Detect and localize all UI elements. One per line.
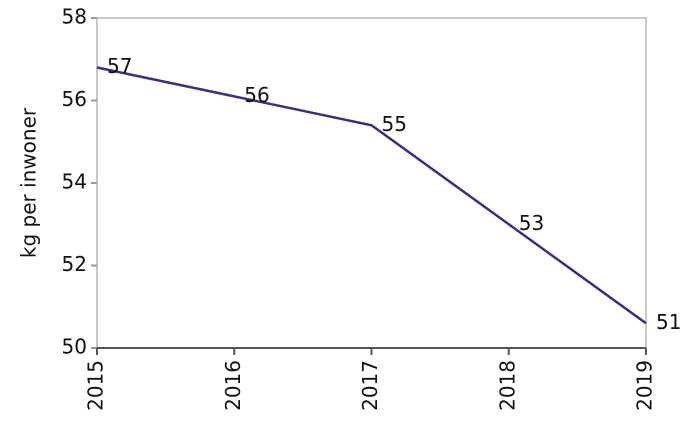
y-tick-label: 50 (62, 335, 87, 359)
data-label: 57 (107, 54, 132, 78)
x-tick-label: 2018 (495, 360, 519, 411)
y-axis-label: kg per inwoner (17, 107, 41, 258)
x-tick-label: 2019 (633, 360, 657, 411)
y-tick-label: 52 (62, 252, 87, 276)
plot-frame (96, 17, 647, 349)
x-tick-label: 2016 (221, 360, 245, 411)
x-tick-label: 2017 (358, 360, 382, 411)
data-label: 51 (656, 310, 681, 334)
y-tick-label: 56 (62, 87, 87, 111)
y-tick-label: 54 (62, 170, 87, 194)
data-label: 56 (244, 83, 269, 107)
data-label: 53 (519, 211, 544, 235)
y-tick-label: 58 (62, 5, 87, 29)
data-line (96, 66, 647, 325)
data-label: 55 (382, 112, 407, 136)
x-tick-label: 2015 (84, 360, 108, 411)
